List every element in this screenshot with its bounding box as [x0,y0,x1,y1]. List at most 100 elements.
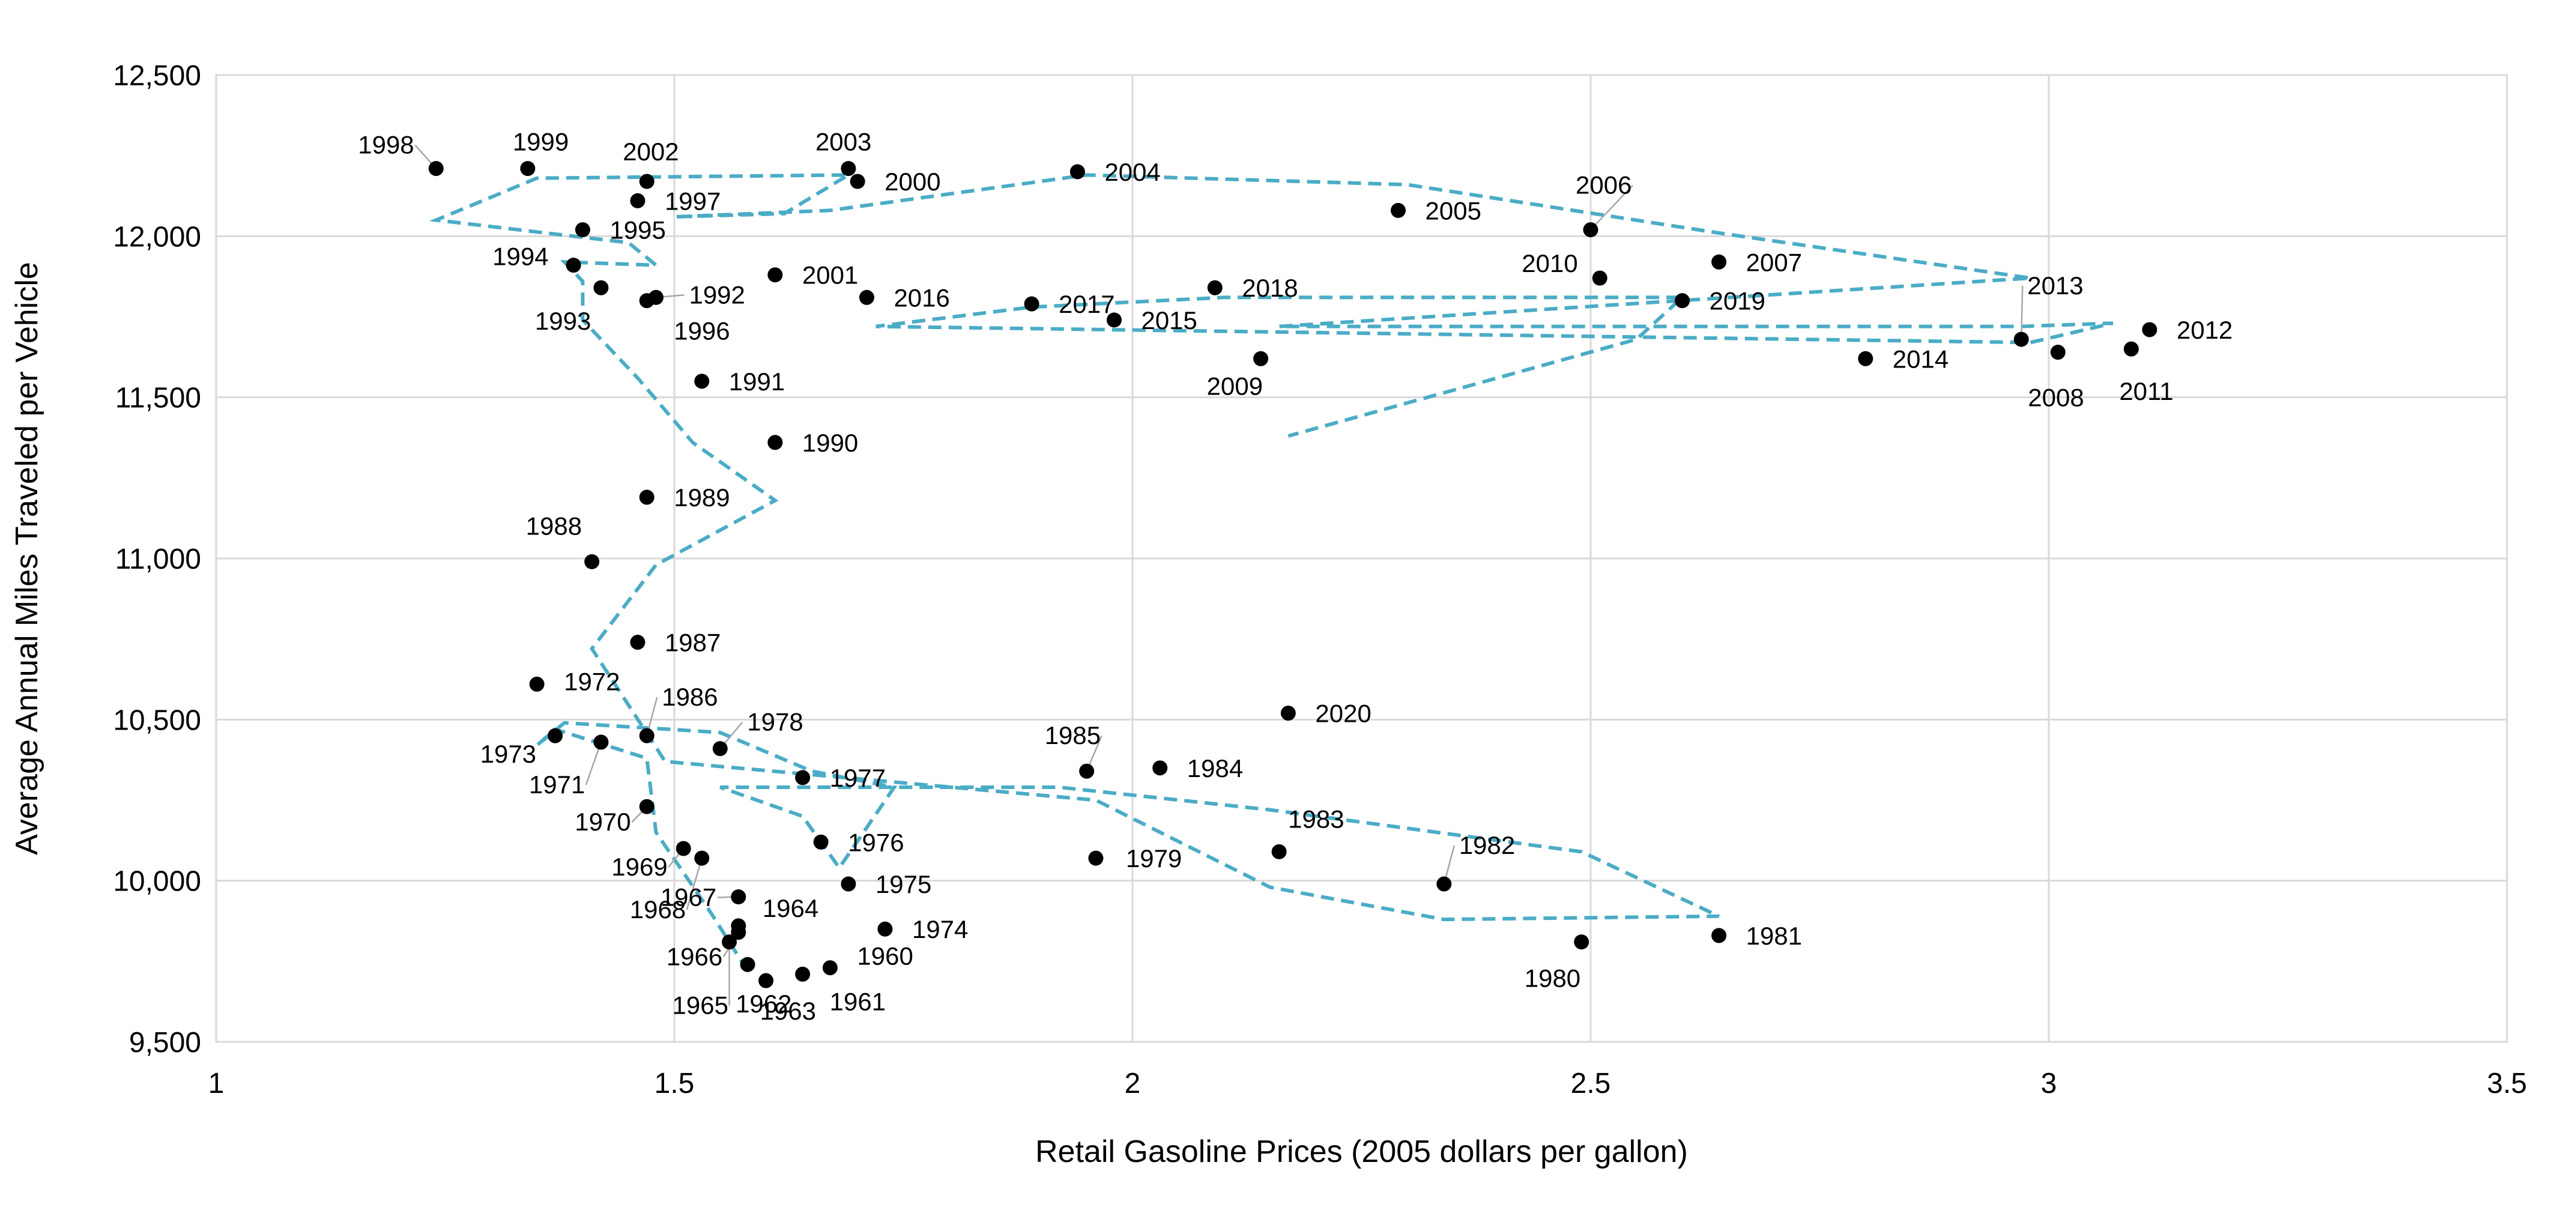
point-label-1993: 1993 [535,307,591,335]
point-label-1994: 1994 [492,243,548,271]
point-label-1996: 1996 [674,317,730,345]
point-label-2012: 2012 [2177,316,2233,344]
data-point-1993 [593,280,609,295]
point-label-1976: 1976 [848,828,904,856]
data-point-2010 [1592,270,1607,286]
data-point-2020 [1280,706,1296,721]
data-point-1998 [428,161,444,177]
data-point-1982 [1436,876,1452,892]
data-point-2015 [1106,312,1122,328]
data-point-2019 [1675,293,1690,309]
point-label-1968: 1968 [630,895,686,924]
point-label-1992: 1992 [689,280,745,309]
data-point-1987 [630,635,646,650]
point-label-1971: 1971 [529,770,585,799]
point-label-1984: 1984 [1187,754,1243,782]
leader-line-2013 [2020,286,2024,340]
grid-lines [215,74,2508,1043]
trend-line [429,173,2114,972]
data-point-1970 [639,799,655,814]
point-label-1965: 1965 [673,991,728,1020]
point-label-2006: 2006 [1576,171,1631,199]
data-point-1977 [795,770,811,785]
y-tick-label: 10,000 [113,866,201,898]
data-point-1984 [1152,760,1168,776]
point-label-1966: 1966 [667,943,722,971]
x-tick-label: 1.5 [655,1068,695,1100]
y-tick-label: 9,500 [129,1027,201,1059]
point-label-2019: 2019 [1710,287,1765,315]
point-label-2011: 2011 [2119,377,2173,405]
data-point-2004 [1069,164,1085,180]
point-label-2018: 2018 [1242,274,1298,302]
point-label-2008: 2008 [2028,384,2084,412]
data-point-1969 [676,841,691,856]
point-label-1988: 1988 [526,512,582,540]
point-label-1970: 1970 [575,808,630,836]
data-point-2007 [1711,254,1727,270]
data-points [428,161,2157,988]
x-tick-label: 3 [2041,1068,2057,1100]
point-label-2007: 2007 [1746,248,1802,276]
data-point-1960 [822,960,838,976]
point-label-1972: 1972 [564,667,620,695]
point-label-1990: 1990 [802,429,858,457]
point-label-1960: 1960 [857,942,913,970]
data-point-1978 [712,741,728,757]
y-axis-ticks: 9,500 10,000 10,500 11,000 11,500 12,000 12,50… [113,60,201,1059]
data-point-1973 [548,728,563,743]
leader-line-1971 [585,742,602,785]
point-label-1973: 1973 [480,740,536,768]
point-label-2002: 2002 [623,138,679,166]
data-point-1972 [529,676,545,692]
y-axis-title: Average Annual Miles Traveled per Vehicl… [10,262,44,855]
y-tick-label: 11,000 [115,543,201,575]
data-point-2016 [859,289,874,305]
data-point-2009 [1253,351,1269,366]
data-point-1980 [1574,934,1589,950]
point-label-1969: 1969 [611,853,667,881]
data-point-1986 [639,728,655,743]
point-label-2020: 2020 [1315,700,1371,728]
plot-area [215,74,2508,1043]
data-point-1985 [1079,763,1095,779]
x-tick-label: 1 [208,1068,225,1100]
data-point-1976 [813,834,829,850]
point-label-1964: 1964 [763,894,818,922]
point-label-2004: 2004 [1104,158,1160,186]
point-label-1997: 1997 [665,187,721,215]
point-label-2009: 2009 [1207,372,1263,400]
point-label-2005: 2005 [1426,196,1481,225]
data-point-1971 [593,734,609,750]
data-point-2008 [2050,345,2066,360]
x-axis-ticks: 1 1.5 2 2.5 3 3.5 [208,1068,2527,1100]
x-axis-title: Retail Gasoline Prices (2005 dollars per… [1035,1134,1688,1169]
data-point-2018 [1207,280,1223,295]
data-point-1994 [566,258,581,273]
point-label-2016: 2016 [893,283,949,312]
data-point-1961 [795,966,811,982]
point-label-2014: 2014 [1893,345,1949,373]
point-label-1962: 1962 [736,990,791,1018]
point-label-1987: 1987 [665,629,721,657]
y-tick-label: 11,500 [115,383,201,414]
data-point-1990 [767,435,783,450]
data-point-1997 [630,193,646,208]
data-point-2005 [1391,202,1406,218]
y-tick-label: 10,500 [113,704,201,736]
data-point-1963 [758,973,774,988]
data-point-1979 [1088,850,1104,866]
point-label-1983: 1983 [1288,805,1344,833]
leader-line-1968 [686,858,703,910]
y-tick-label: 12,000 [113,221,201,253]
data-point-1962 [740,957,755,972]
data-point-2011 [2123,341,2139,357]
point-label-1980: 1980 [1525,964,1580,993]
point-label-2013: 2013 [2027,271,2083,300]
data-point-1983 [1271,844,1287,859]
data-point-2006 [1583,222,1598,238]
point-label-1999: 1999 [513,128,569,156]
point-label-2000: 2000 [884,168,940,196]
point-label-2015: 2015 [1141,306,1197,334]
data-point-2014 [1858,351,1873,366]
